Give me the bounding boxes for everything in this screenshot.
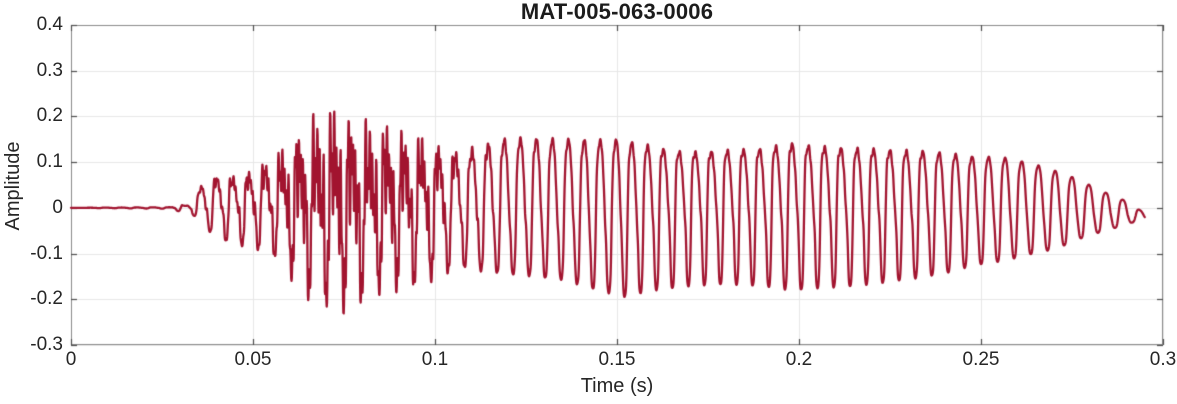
y-tick-label: 0 <box>52 196 63 218</box>
x-tick-label: 0.05 <box>234 349 272 370</box>
x-tick-label: 0.15 <box>598 349 636 370</box>
x-tick-label: 0.3 <box>1149 349 1177 370</box>
x-tick-label: 0.2 <box>785 349 813 370</box>
y-tick-label: -0.2 <box>30 288 63 310</box>
y-tick-label: -0.3 <box>30 334 63 355</box>
y-tick-label: 0.1 <box>36 151 63 173</box>
plot-title: MAT-005-063-0006 <box>520 0 714 24</box>
x-tick-label: 0.25 <box>962 349 1000 370</box>
x-tick-label: 0.1 <box>421 349 449 370</box>
x-tick-label: 0 <box>65 349 77 370</box>
x-axis-label: Time (s) <box>580 375 654 397</box>
y-tick-label: 0.3 <box>36 59 63 81</box>
y-tick-label: 0.4 <box>36 14 63 35</box>
y-tick-label: -0.1 <box>30 242 63 264</box>
y-tick-label: 0.2 <box>36 105 63 127</box>
